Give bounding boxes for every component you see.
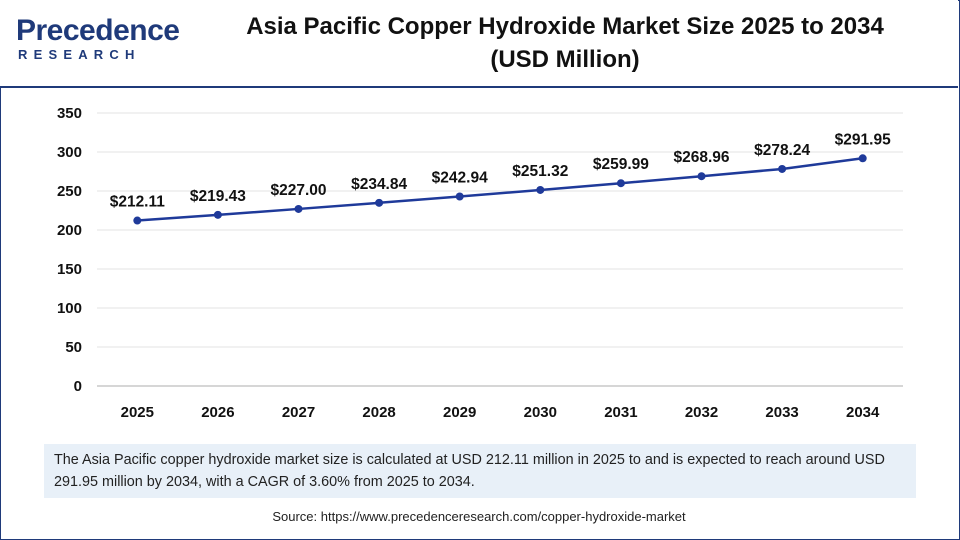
data-label: $268.96 — [673, 149, 729, 166]
x-tick-label: 2028 — [362, 404, 395, 421]
data-point — [778, 164, 787, 173]
data-point — [536, 185, 545, 194]
x-tick-label: 2025 — [121, 404, 154, 421]
x-tick-label: 2026 — [201, 404, 234, 421]
y-tick-label: 0 — [74, 378, 82, 395]
data-point — [133, 216, 142, 225]
chart-area: 0 50 100 150 200 250 300 350 2025 2026 2027 2028 202… — [0, 90, 958, 430]
y-tick-label: 100 — [57, 300, 82, 317]
x-tick-label: 2030 — [524, 404, 557, 421]
y-tick-label: 300 — [57, 144, 82, 161]
data-label: $242.94 — [432, 170, 488, 187]
x-tick-label: 2032 — [685, 404, 718, 421]
data-point — [616, 179, 625, 188]
x-tick-label: 2027 — [282, 404, 315, 421]
source-note: Source: https://www.precedenceresearch.c… — [272, 509, 686, 524]
y-tick-label: 50 — [65, 339, 82, 356]
data-label: $234.84 — [351, 176, 407, 193]
y-tick-label: 200 — [57, 222, 82, 239]
data-point — [375, 198, 384, 207]
series-line — [137, 157, 863, 222]
data-point — [294, 204, 303, 213]
data-label: $212.11 — [110, 194, 166, 211]
chart-title-line1: Asia Pacific Copper Hydroxide Market Siz… — [246, 13, 884, 40]
brand-logo-top: Precedence — [16, 14, 180, 47]
data-label: $219.43 — [190, 188, 246, 205]
y-tick-label: 250 — [57, 183, 82, 200]
x-tick-label: 2029 — [443, 404, 476, 421]
chart-title-line2: (USD Million) — [490, 46, 640, 73]
chart-title: Asia Pacific Copper Hydroxide Market Siz… — [180, 10, 950, 76]
data-label: $291.95 — [835, 131, 891, 148]
header: Precedence RESEARCH Asia Pacific Copper … — [0, 0, 958, 88]
data-point — [858, 154, 867, 163]
x-tick-label: 2034 — [846, 404, 880, 421]
data-point — [455, 192, 464, 201]
data-label: $259.99 — [593, 156, 649, 173]
brand-logo-bottom: RESEARCH — [18, 47, 141, 62]
summary-box: The Asia Pacific copper hydroxide market… — [44, 444, 916, 498]
x-tick-label: 2033 — [765, 404, 798, 421]
y-tick-label: 350 — [57, 105, 82, 122]
x-tick-label: 2031 — [604, 404, 637, 421]
data-label: $278.24 — [754, 142, 810, 159]
line-chart: 0 50 100 150 200 250 300 350 2025 2026 2027 2028 202… — [57, 105, 903, 421]
data-point — [213, 210, 222, 219]
data-point — [697, 172, 706, 181]
y-tick-label: 150 — [57, 261, 82, 278]
data-label: $251.32 — [512, 163, 568, 180]
brand-logo: Precedence RESEARCH — [16, 14, 180, 66]
data-label: $227.00 — [270, 182, 326, 199]
